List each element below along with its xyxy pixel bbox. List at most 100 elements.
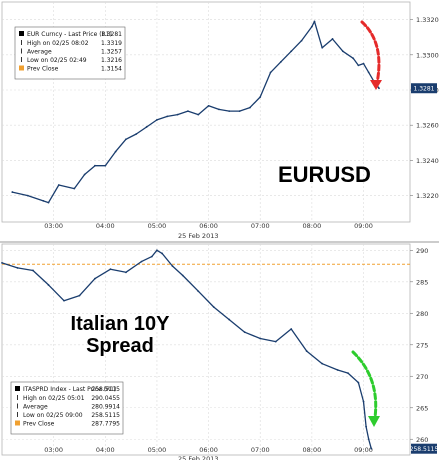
series-point (125, 271, 127, 274)
last-value-label: 1.3281 (414, 86, 435, 93)
series-point (212, 306, 215, 308)
annotation-arrow (351, 350, 378, 426)
x-tick-label: 09:00 (354, 446, 373, 454)
series-point (57, 184, 60, 186)
series-point (300, 39, 303, 42)
y-tick-label: 290 (416, 247, 428, 255)
series-point (336, 369, 339, 371)
x-tick-label: 04:00 (96, 222, 115, 230)
annotation-arrow-head (370, 80, 382, 90)
series-point (171, 265, 174, 267)
x-tick-label: 03:00 (44, 446, 63, 454)
legend-title: EUR Curncy - Last Price (R1) (27, 31, 112, 38)
series-point (94, 164, 96, 167)
series-point (78, 294, 81, 297)
series-point (47, 284, 50, 286)
series-point (47, 201, 50, 204)
chart-panel-0: 03:00 04:00 05:00 06:00 07:00 08:00 09:00 1.322… (1, 1, 439, 240)
legend-box (10, 381, 124, 435)
last-value-box (411, 443, 437, 454)
series-point (378, 87, 380, 90)
series-point (125, 138, 127, 141)
series-point (259, 337, 262, 340)
overlay-label: Italian 10Y Spread (71, 313, 171, 357)
series-point (109, 268, 112, 271)
series-point (357, 381, 360, 384)
x-tick-label: 06:00 (199, 446, 218, 454)
series-point (321, 46, 324, 49)
series-point (370, 447, 373, 450)
legend-row-value: 287.7795 (91, 421, 120, 428)
series-point (290, 328, 293, 330)
series-point (181, 274, 184, 277)
chart-panel-1: 03:00 04:00 05:00 06:00 07:00 08:00 09:00 260 26… (1, 243, 438, 460)
series-point (94, 277, 96, 280)
legend-series-swatch (19, 31, 24, 36)
series-point (305, 350, 308, 352)
y-tick-label: 1.3240 (416, 157, 439, 165)
y-tick-label: 265 (416, 404, 428, 412)
series-point (197, 113, 200, 116)
series-point (218, 108, 220, 111)
x-tick-label: 06:00 (199, 222, 218, 230)
series-point (42, 199, 45, 202)
series-point (207, 104, 210, 107)
legend-title-value: 1.3281 (101, 31, 122, 38)
series-point (104, 164, 107, 167)
series-point (352, 57, 355, 60)
series-point (156, 249, 158, 252)
x-tick-label: 03:00 (44, 222, 63, 230)
y-tick-label: 260 (416, 436, 428, 444)
x-tick-label: 04:00 (96, 446, 115, 454)
y-tick-label: 270 (416, 373, 428, 381)
y-tick-label: 275 (416, 341, 428, 349)
series-point (321, 362, 324, 365)
series-point (145, 126, 148, 128)
y-tick-label: 1.3320 (416, 16, 439, 24)
legend-row-label: Average (23, 404, 48, 411)
x-date-label: 25 Feb 2013 (178, 455, 218, 460)
series-point (362, 62, 365, 65)
series-point (279, 60, 282, 63)
series-point (156, 119, 158, 121)
series-point (331, 38, 334, 40)
y-tick-label: 1.3260 (416, 122, 439, 130)
series-point (161, 252, 164, 255)
series-point (290, 50, 293, 53)
series-point (347, 372, 349, 375)
legend-row-value: 1.3257 (101, 49, 122, 56)
legend-row-value: 290.0455 (91, 395, 120, 402)
legend-box (14, 26, 126, 80)
series-point (228, 318, 231, 321)
series-point (187, 110, 189, 113)
legend-row-label: Average (27, 49, 52, 56)
legend-row-value: 1.3216 (101, 57, 122, 64)
x-date-label: 25 Feb 2013 (178, 232, 218, 240)
series-point (367, 71, 370, 74)
legend-row-value: 1.3319 (101, 40, 122, 47)
series-point (365, 425, 368, 428)
legend-prev-close-swatch (19, 65, 24, 71)
legend-row-value: 1.3154 (101, 66, 122, 73)
annotation-arrow-head (368, 416, 380, 427)
series-point (238, 110, 241, 113)
x-tick-label: 08:00 (303, 446, 322, 454)
series-point (313, 20, 316, 23)
series-point (259, 96, 262, 98)
series-point (73, 187, 76, 190)
x-tick-label: 07:00 (251, 446, 270, 454)
y-tick-label: 1.3220 (416, 192, 439, 200)
legend-row-label: Low on 02/25 02:49 (27, 57, 87, 64)
legend-row-value: 258.5115 (91, 412, 120, 419)
overlay-label: EURUSD (278, 162, 371, 187)
series-point (11, 191, 14, 193)
series-point (341, 50, 344, 53)
series-point (367, 438, 370, 441)
series-point (197, 290, 200, 293)
series-point (274, 340, 277, 343)
y-tick-label: 280 (416, 310, 428, 318)
series-point (32, 269, 34, 272)
series-point (228, 110, 231, 113)
